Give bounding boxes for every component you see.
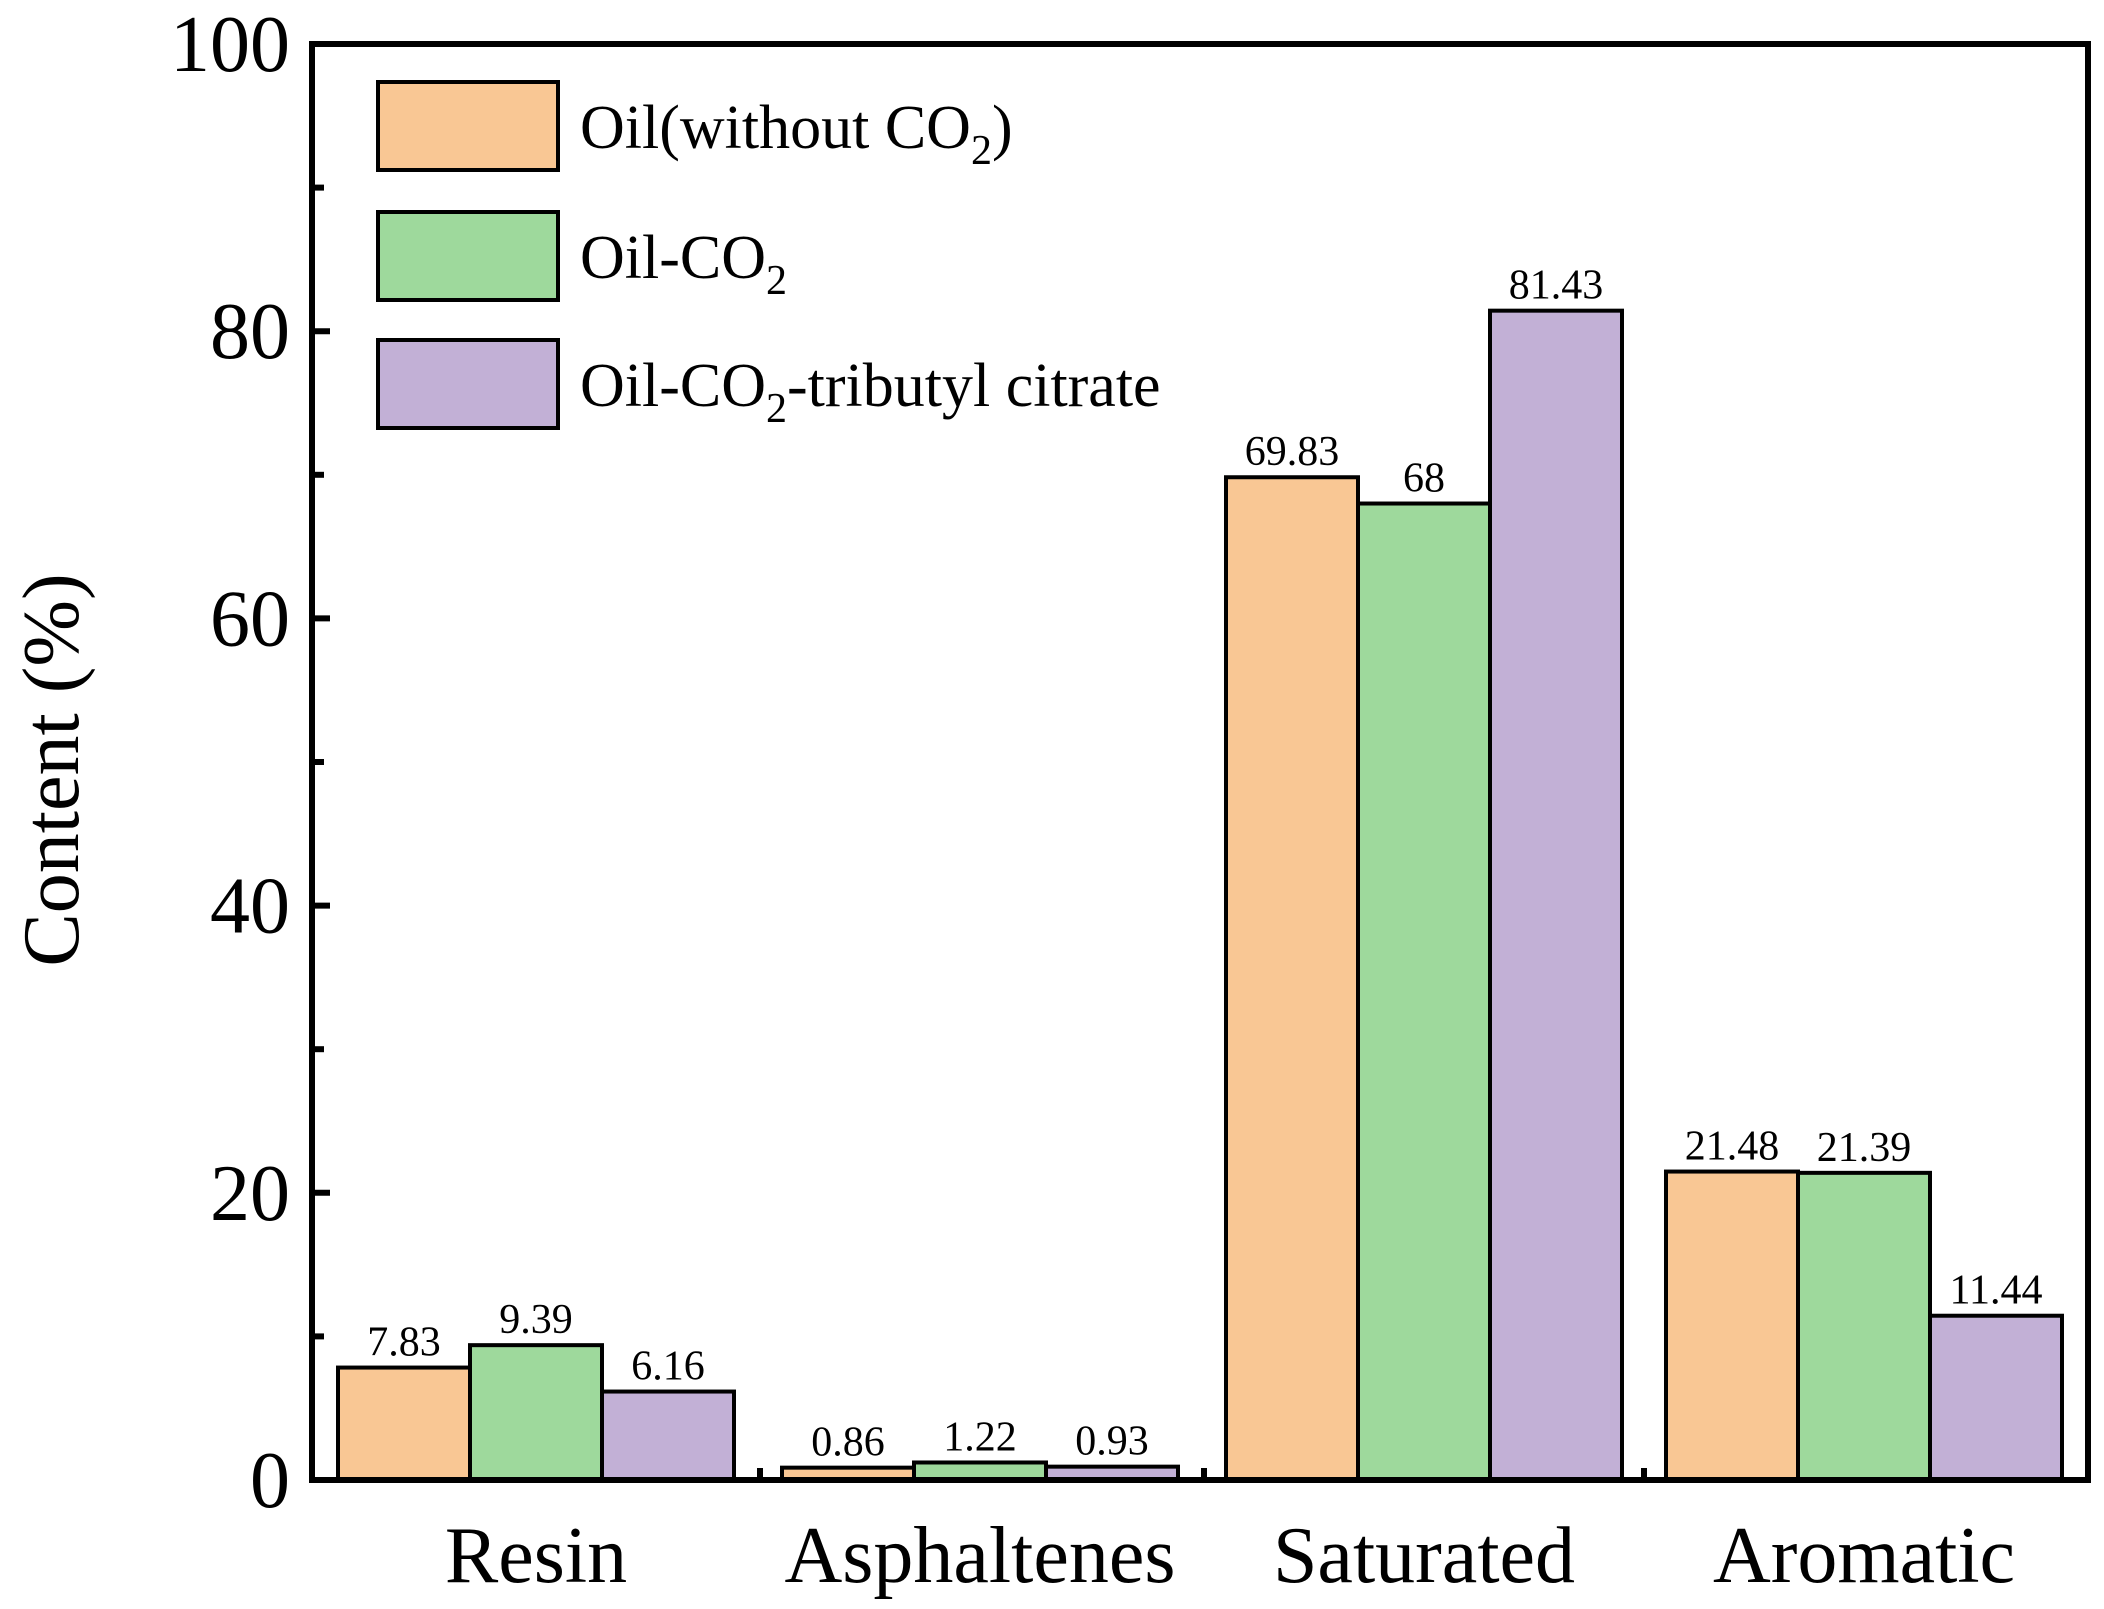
legend-item: Oil-CO2 xyxy=(376,210,787,304)
data-label: 69.83 xyxy=(1245,429,1340,475)
data-label: 81.43 xyxy=(1509,263,1604,309)
legend-swatch xyxy=(376,80,560,172)
x-category-label: Resin xyxy=(445,1512,627,1600)
x-category-label: Aromatic xyxy=(1713,1512,2015,1600)
legend-label: Oil(without CO2) xyxy=(580,94,1013,174)
data-label: 9.39 xyxy=(499,1297,573,1343)
data-label: 68 xyxy=(1403,456,1445,502)
bars-layer xyxy=(336,308,2064,1483)
legend-swatch xyxy=(376,210,560,302)
y-tick-label: 60 xyxy=(210,575,290,663)
data-label: 21.39 xyxy=(1817,1125,1912,1171)
x-category-label: Asphaltenes xyxy=(784,1512,1175,1600)
y-tick-label: 100 xyxy=(170,1,290,89)
axes-layer: 0 20 40 60 80 100 Resin Asphaltenes Saturated Aro… xyxy=(170,1,2091,1600)
legend: Oil(without CO2) Oil-CO2 Oil-CO2-tributyl … xyxy=(376,80,1161,432)
y-tick-label: 40 xyxy=(210,863,290,951)
x-category-label: Saturated xyxy=(1273,1512,1575,1600)
data-label: 7.83 xyxy=(367,1320,441,1366)
bar-aromatic-series-2 xyxy=(1796,1170,1932,1482)
data-label: 0.86 xyxy=(811,1420,885,1466)
bar-aromatic-series-1 xyxy=(1664,1169,1800,1483)
legend-label: Oil-CO2 xyxy=(580,224,787,304)
bar-saturated-series-1 xyxy=(1224,475,1360,1482)
legend-swatch xyxy=(376,338,560,430)
y-axis-label: Content (%) xyxy=(8,573,96,966)
bar-resin-series-1 xyxy=(336,1365,472,1482)
y-tick-label: 20 xyxy=(210,1150,290,1238)
legend-item: Oil(without CO2) xyxy=(376,80,1013,174)
bar-resin-series-2 xyxy=(468,1343,604,1482)
bar-aromatic-series-3 xyxy=(1928,1313,2064,1482)
data-label: 6.16 xyxy=(631,1344,705,1390)
bar-resin-series-3 xyxy=(600,1389,736,1482)
data-label: 11.44 xyxy=(1950,1268,2043,1314)
data-labels-layer: 7.83 0.86 69.83 21.48 9.39 1.22 68 21.39 6.16 0.9… xyxy=(367,263,2042,1466)
bar-saturated-series-3 xyxy=(1488,308,1624,1483)
data-label: 1.22 xyxy=(943,1414,1017,1460)
legend-label: Oil-CO2-tributyl citrate xyxy=(580,352,1161,432)
legend-item: Oil-CO2-tributyl citrate xyxy=(376,338,1161,432)
y-tick-label: 0 xyxy=(250,1437,290,1525)
bar-saturated-series-2 xyxy=(1356,501,1492,1482)
y-tick-label: 80 xyxy=(210,288,290,376)
data-label: 21.48 xyxy=(1685,1124,1780,1170)
data-label: 0.93 xyxy=(1075,1419,1149,1465)
